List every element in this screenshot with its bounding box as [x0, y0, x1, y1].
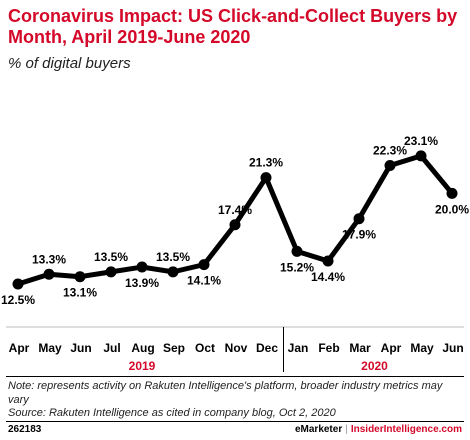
x-tick-label: Jul — [103, 341, 120, 355]
data-point — [446, 187, 458, 199]
data-point — [291, 245, 303, 257]
data-label: 22.3% — [373, 144, 407, 158]
x-tick-label: Sep — [163, 341, 185, 355]
x-tick-label: Jun — [70, 341, 91, 355]
year-label: 2019 — [129, 359, 156, 373]
data-point — [136, 261, 148, 273]
chart-note: Note: represents activity on Rakuten Int… — [8, 380, 443, 406]
x-tick-label: May — [410, 341, 434, 355]
data-point — [322, 255, 334, 267]
brand-separator: | — [345, 424, 348, 435]
data-label: 15.2% — [280, 260, 314, 274]
x-tick-label: Jan — [288, 341, 309, 355]
data-point — [12, 278, 24, 290]
x-tick-label: Nov — [225, 341, 248, 355]
data-label: 13.3% — [32, 252, 66, 266]
data-point — [105, 266, 117, 278]
brand-emarketer: eMarketer — [294, 424, 343, 435]
footer-divider — [6, 376, 464, 377]
brand-credit: eMarketer | InsiderIntelligence.com — [295, 424, 462, 435]
footer-divider-bottom — [6, 421, 464, 422]
data-point — [43, 268, 55, 280]
x-tick-label: Mar — [349, 341, 371, 355]
data-point — [74, 271, 86, 283]
x-tick-label: May — [38, 341, 62, 355]
data-label: 20.0% — [435, 202, 469, 216]
data-label: 21.3% — [249, 156, 283, 170]
data-point — [415, 150, 427, 162]
chart-subtitle: % of digital buyers — [8, 55, 131, 72]
data-point — [384, 160, 396, 172]
data-label: 14.4% — [311, 270, 345, 284]
x-tick-label: Aug — [131, 341, 154, 355]
data-point — [353, 213, 365, 225]
data-label: 13.9% — [125, 276, 159, 290]
chart-title: Coronavirus Impact: US Click-and-Collect… — [8, 6, 458, 47]
brand-insider-intelligence: InsiderIntelligence.com — [350, 424, 462, 435]
data-label: 13.5% — [94, 250, 128, 264]
x-tick-label: Dec — [256, 341, 278, 355]
data-label: 13.5% — [156, 250, 190, 264]
chart-source: Source: Rakuten Intelligence as cited in… — [8, 407, 336, 419]
data-label: 17.9% — [342, 228, 376, 242]
data-point — [198, 259, 210, 271]
data-label: 14.1% — [187, 274, 221, 288]
x-tick-label: Feb — [318, 341, 339, 355]
x-tick-label: Jun — [442, 341, 463, 355]
x-tick-label: Oct — [195, 341, 215, 355]
data-label: 13.1% — [63, 286, 97, 300]
data-point — [229, 219, 241, 231]
x-tick-label: Apr — [381, 341, 402, 355]
data-point — [167, 266, 179, 278]
data-label: 17.4% — [218, 203, 252, 217]
x-tick-label: Apr — [9, 341, 30, 355]
data-point — [260, 172, 272, 184]
year-label: 2020 — [361, 359, 388, 373]
chart-id: 262183 — [8, 424, 42, 435]
data-label: 23.1% — [404, 134, 438, 148]
data-label: 12.5% — [1, 293, 35, 307]
